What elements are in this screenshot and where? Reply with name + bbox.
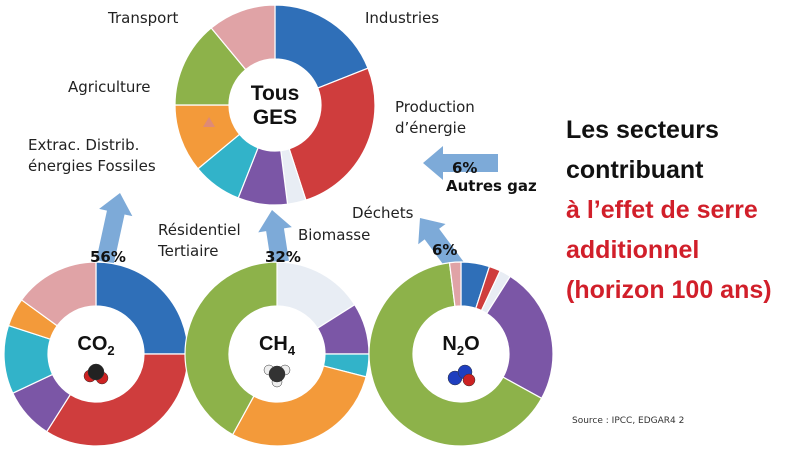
headline-line-5: (horizon 100 ans)	[566, 276, 772, 304]
pie-layer	[3, 4, 554, 447]
headline-line-4: additionnel	[566, 236, 700, 264]
label-dechets: Déchets	[352, 204, 414, 222]
center-title-tous-ges: Tous GES	[251, 82, 300, 129]
ch4-share-label: 32%	[265, 248, 301, 266]
headline-line-2: contribuant	[566, 156, 704, 184]
pie-n2o	[368, 261, 554, 447]
n2o-share-label: 6%	[432, 241, 458, 259]
center-title-n2o: N2O	[442, 333, 479, 358]
headline-line-3: à l’effet de serre	[566, 196, 758, 224]
co2-molecule-icon	[83, 363, 109, 385]
label-transport: Transport	[108, 9, 179, 27]
label-agriculture: Agriculture	[68, 78, 151, 96]
label-residentiel: Résidentiel Tertiaire	[158, 221, 241, 260]
ch4-arrow-icon	[258, 210, 292, 264]
co2-share-label: 56%	[90, 248, 126, 266]
fossil-marker-icon	[203, 117, 215, 127]
headline: Les secteurs contribuant à l’effet de se…	[566, 110, 798, 310]
other-gases-label: Autres gaz	[446, 177, 537, 195]
pie-center-layer: Tous GES CO2 CH4 N2O	[48, 59, 509, 402]
center-title-ch4: CH4	[259, 333, 296, 358]
pie-center-n2o	[413, 306, 509, 402]
co2-arrow-icon	[96, 193, 133, 264]
pie-tous-ges	[174, 4, 376, 206]
pie-center-ch4	[229, 306, 325, 402]
label-biomasse: Biomasse	[298, 226, 371, 244]
pie-center-co2	[48, 306, 144, 402]
source-note: Source : IPCC, EDGAR4 2	[572, 416, 685, 426]
label-production: Production d’énergie	[395, 98, 475, 137]
ch4-molecule-icon	[263, 364, 291, 388]
other-gases-pct: 6%	[452, 159, 478, 177]
pie-center-tous-ges	[229, 59, 321, 151]
other-gases-arrow-icon	[423, 146, 498, 180]
label-extraction: Extrac. Distrib. énergies Fossiles	[28, 136, 156, 175]
headline-line-1: Les secteurs	[566, 116, 719, 144]
pie-co2	[3, 261, 189, 447]
center-title-co2: CO2	[77, 333, 114, 358]
label-industries: Industries	[365, 9, 440, 27]
n2o-molecule-icon	[447, 364, 476, 387]
